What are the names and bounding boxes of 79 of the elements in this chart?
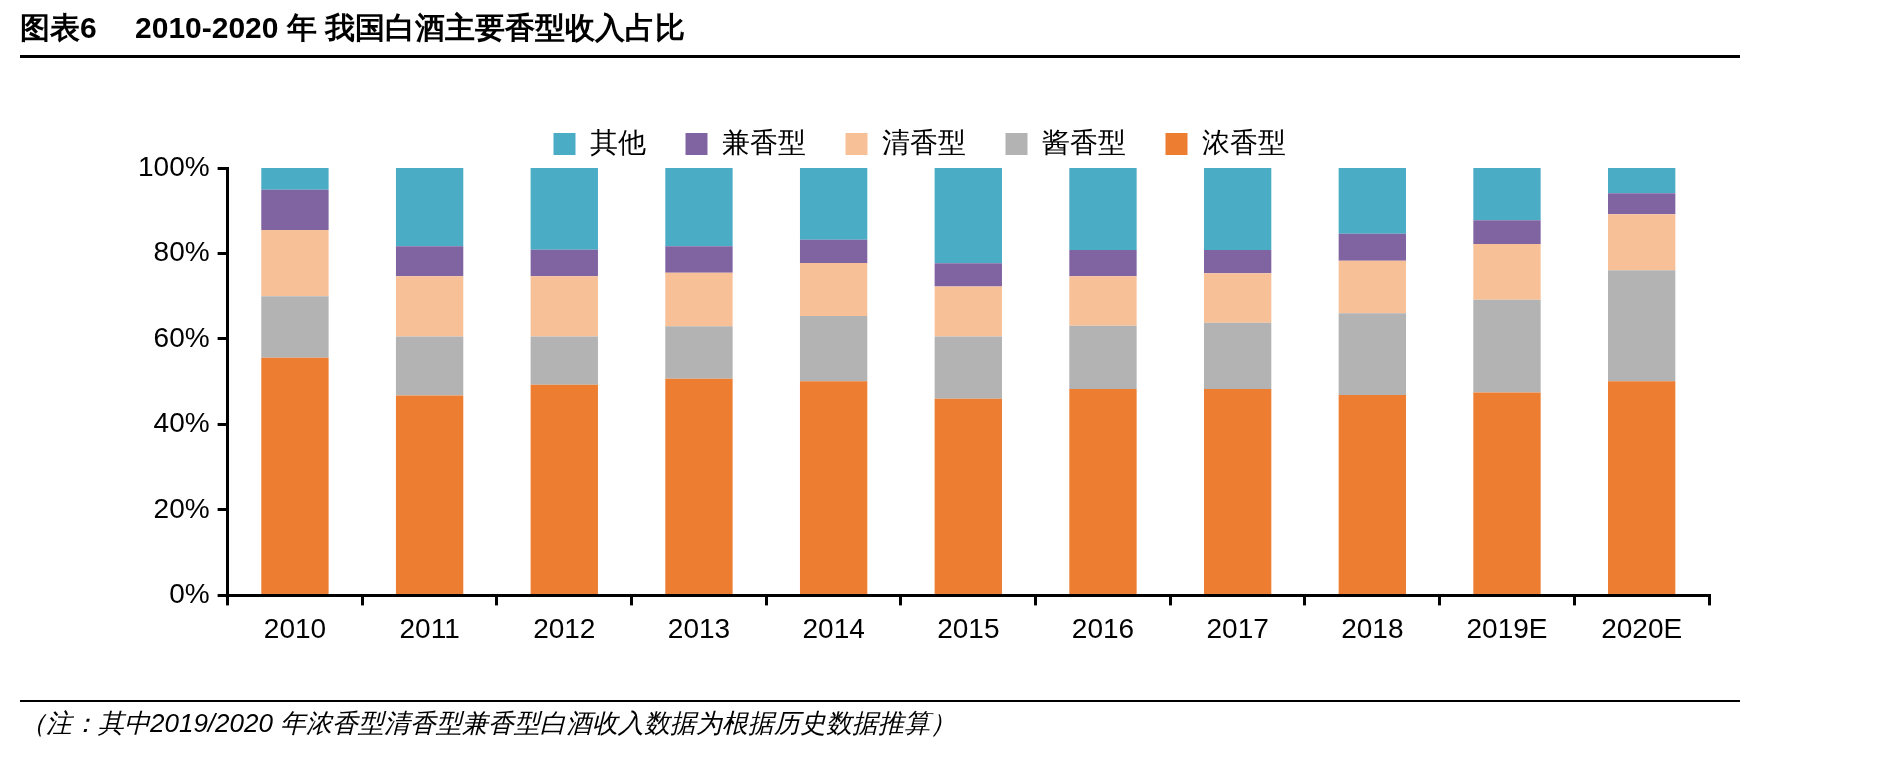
bar	[1069, 388, 1137, 594]
bar	[665, 272, 733, 327]
bar	[1069, 250, 1137, 277]
bar	[665, 326, 733, 379]
x-tick-label: 2020E	[1601, 612, 1683, 644]
bar	[934, 398, 1002, 594]
bar	[799, 239, 868, 263]
x-tick-label: 2014	[802, 612, 865, 644]
bar	[1608, 214, 1676, 271]
bar	[1338, 168, 1406, 234]
bar	[1203, 322, 1272, 389]
x-tick-label: 2013	[667, 612, 731, 644]
bar	[395, 276, 464, 337]
bar	[395, 246, 464, 277]
bar	[261, 168, 329, 190]
x-tick-label: 2012	[533, 612, 596, 644]
bar	[1069, 325, 1137, 389]
x-tick-label: 2016	[1071, 612, 1135, 644]
bar	[1203, 250, 1272, 274]
y-tick-label: 40%	[153, 407, 210, 439]
y-tick-label: 100%	[137, 150, 210, 182]
bar	[261, 189, 329, 230]
x-tick-label: 2019E	[1466, 612, 1548, 644]
bar	[1473, 392, 1541, 594]
bar	[530, 276, 598, 337]
y-tick-label: 0%	[169, 578, 210, 610]
bar	[1608, 270, 1676, 382]
bar	[530, 168, 598, 250]
bar	[665, 246, 733, 273]
x-tick-label: 2018	[1341, 612, 1404, 644]
bar	[934, 336, 1002, 399]
bar	[934, 263, 1002, 287]
bar	[1338, 260, 1406, 314]
x-tick-label: 2010	[263, 612, 327, 644]
bar	[395, 395, 464, 594]
bar	[1069, 168, 1137, 251]
bar	[1608, 381, 1676, 594]
bar	[261, 357, 329, 594]
bar	[1473, 244, 1541, 300]
bar	[1203, 168, 1272, 251]
bar	[799, 168, 868, 240]
bar	[1203, 388, 1272, 594]
bar	[1608, 193, 1676, 215]
bar	[1069, 276, 1137, 326]
bar	[530, 249, 598, 277]
bar	[799, 315, 868, 382]
bar	[261, 229, 329, 297]
legend-label: 兼香型	[721, 126, 806, 158]
y-tick-label: 80%	[153, 236, 210, 268]
bar	[1338, 233, 1406, 261]
bar	[530, 336, 598, 385]
bar	[1473, 220, 1541, 245]
bar	[934, 286, 1002, 337]
x-tick-label: 2017	[1206, 612, 1269, 644]
legend-label: 其他	[589, 126, 646, 158]
bar	[799, 381, 868, 594]
legend-label: 清香型	[881, 126, 966, 158]
bar	[665, 378, 733, 594]
legend-label: 酱香型	[1041, 126, 1126, 158]
bar	[395, 336, 464, 396]
legend-label: 浓香型	[1201, 126, 1286, 158]
bar	[1338, 313, 1406, 395]
chart-title: 图表6 2010-2020 年 我国白酒主要香型收入占比	[20, 8, 1740, 58]
x-tick-label: 2015	[937, 612, 1000, 644]
bar	[261, 296, 329, 358]
bar	[1203, 273, 1272, 323]
bar	[1608, 168, 1676, 194]
bar	[665, 168, 733, 247]
bar	[934, 168, 1002, 264]
y-tick-label: 60%	[153, 321, 210, 353]
bar	[1473, 168, 1541, 221]
text: （注：其中2019/2020 年浓香型清香型兼香型白酒收入数据为根据历史数据推算）	[20, 700, 1740, 741]
y-tick-label: 20%	[153, 492, 210, 524]
bar	[530, 384, 598, 594]
bar	[1338, 394, 1406, 594]
x-tick-label: 2011	[399, 612, 460, 644]
bar	[395, 168, 464, 247]
bar	[1473, 299, 1541, 393]
bar	[799, 262, 868, 316]
